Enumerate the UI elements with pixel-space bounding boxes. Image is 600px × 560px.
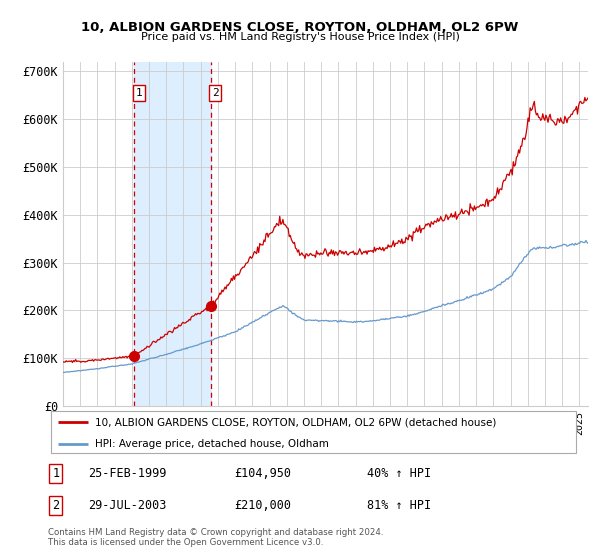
FancyBboxPatch shape	[50, 411, 577, 454]
Text: 29-JUL-2003: 29-JUL-2003	[88, 499, 166, 512]
Text: £104,950: £104,950	[234, 467, 291, 480]
Text: 1: 1	[136, 88, 143, 98]
Text: 81% ↑ HPI: 81% ↑ HPI	[367, 499, 431, 512]
Bar	[134, 62, 211, 406]
Text: Contains HM Land Registry data © Crown copyright and database right 2024.
This d: Contains HM Land Registry data © Crown c…	[48, 528, 383, 547]
Text: 2: 2	[52, 499, 59, 512]
Text: 40% ↑ HPI: 40% ↑ HPI	[367, 467, 431, 480]
Text: 25-FEB-1999: 25-FEB-1999	[88, 467, 166, 480]
Text: £210,000: £210,000	[234, 499, 291, 512]
Text: Price paid vs. HM Land Registry's House Price Index (HPI): Price paid vs. HM Land Registry's House …	[140, 32, 460, 43]
Text: 10, ALBION GARDENS CLOSE, ROYTON, OLDHAM, OL2 6PW (detached house): 10, ALBION GARDENS CLOSE, ROYTON, OLDHAM…	[95, 417, 496, 427]
Text: HPI: Average price, detached house, Oldham: HPI: Average price, detached house, Oldh…	[95, 438, 329, 449]
Text: 1: 1	[52, 467, 59, 480]
Text: 10, ALBION GARDENS CLOSE, ROYTON, OLDHAM, OL2 6PW: 10, ALBION GARDENS CLOSE, ROYTON, OLDHAM…	[82, 21, 518, 34]
Text: 2: 2	[212, 88, 218, 98]
